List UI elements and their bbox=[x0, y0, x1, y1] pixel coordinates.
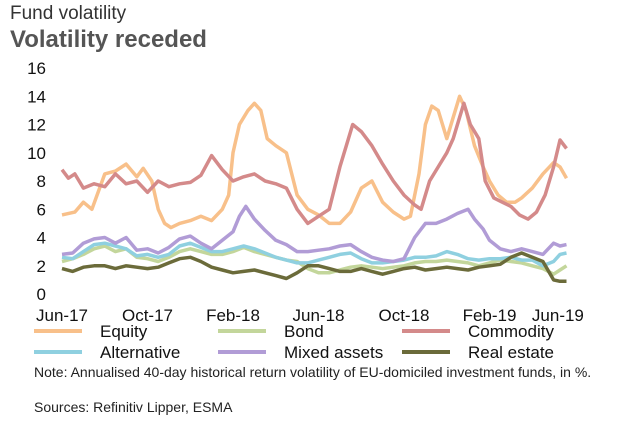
y-tick-label: 4 bbox=[37, 229, 46, 248]
chart-supertitle: Fund volatility bbox=[10, 3, 127, 24]
x-tick-label: Feb-18 bbox=[206, 306, 260, 325]
legend-swatch bbox=[402, 350, 450, 354]
y-tick-label: 2 bbox=[37, 257, 46, 276]
y-axis: 0 2 4 6 8 10 12 14 16 bbox=[27, 59, 46, 304]
series-line-equity bbox=[61, 94, 569, 230]
y-tick-label: 14 bbox=[27, 87, 46, 106]
legend-label: Commodity bbox=[468, 322, 554, 341]
legend-swatch bbox=[218, 350, 266, 354]
y-tick-label: 6 bbox=[37, 200, 46, 219]
series-lines bbox=[60, 94, 569, 284]
x-tick-label: Jun-17 bbox=[36, 306, 88, 325]
chart-note: Note: Annualised 40-day historical retur… bbox=[34, 364, 592, 380]
series-line-real-estate bbox=[61, 251, 567, 284]
series-line-commodity bbox=[60, 101, 568, 226]
y-tick-label: 12 bbox=[27, 116, 46, 135]
y-tick-label: 8 bbox=[37, 172, 46, 191]
series-line-alternative bbox=[61, 241, 567, 268]
y-tick-label: 0 bbox=[37, 285, 46, 304]
chart-title: Volatility receded bbox=[10, 26, 207, 53]
x-tick-label: Feb-19 bbox=[463, 306, 517, 325]
series-line-bond bbox=[61, 244, 568, 276]
legend-swatch bbox=[402, 329, 450, 333]
x-tick-label: Oct-17 bbox=[122, 306, 173, 325]
legend-label: Equity bbox=[100, 322, 148, 341]
x-tick-label: Jun-19 bbox=[532, 306, 584, 325]
x-tick-label: Oct-18 bbox=[378, 306, 429, 325]
legend: Equity Bond Commodity Alternative Mixed asse… bbox=[34, 322, 554, 362]
legend-swatch bbox=[34, 329, 82, 333]
legend-label: Mixed assets bbox=[284, 343, 383, 362]
x-tick-label: Jun-18 bbox=[293, 306, 345, 325]
y-tick-label: 10 bbox=[27, 144, 46, 163]
legend-swatch bbox=[34, 350, 82, 354]
series-line-mixed-assets bbox=[61, 204, 567, 264]
x-axis: Jun-17 Oct-17 Feb-18 Jun-18 Oct-18 Feb-19 Jun-… bbox=[36, 306, 584, 325]
chart-source: Sources: Refinitiv Lipper, ESMA bbox=[34, 399, 233, 415]
legend-swatch bbox=[218, 329, 266, 333]
legend-label: Bond bbox=[284, 322, 324, 341]
legend-label: Real estate bbox=[468, 343, 554, 362]
legend-label: Alternative bbox=[100, 343, 180, 362]
y-tick-label: 16 bbox=[27, 59, 46, 78]
